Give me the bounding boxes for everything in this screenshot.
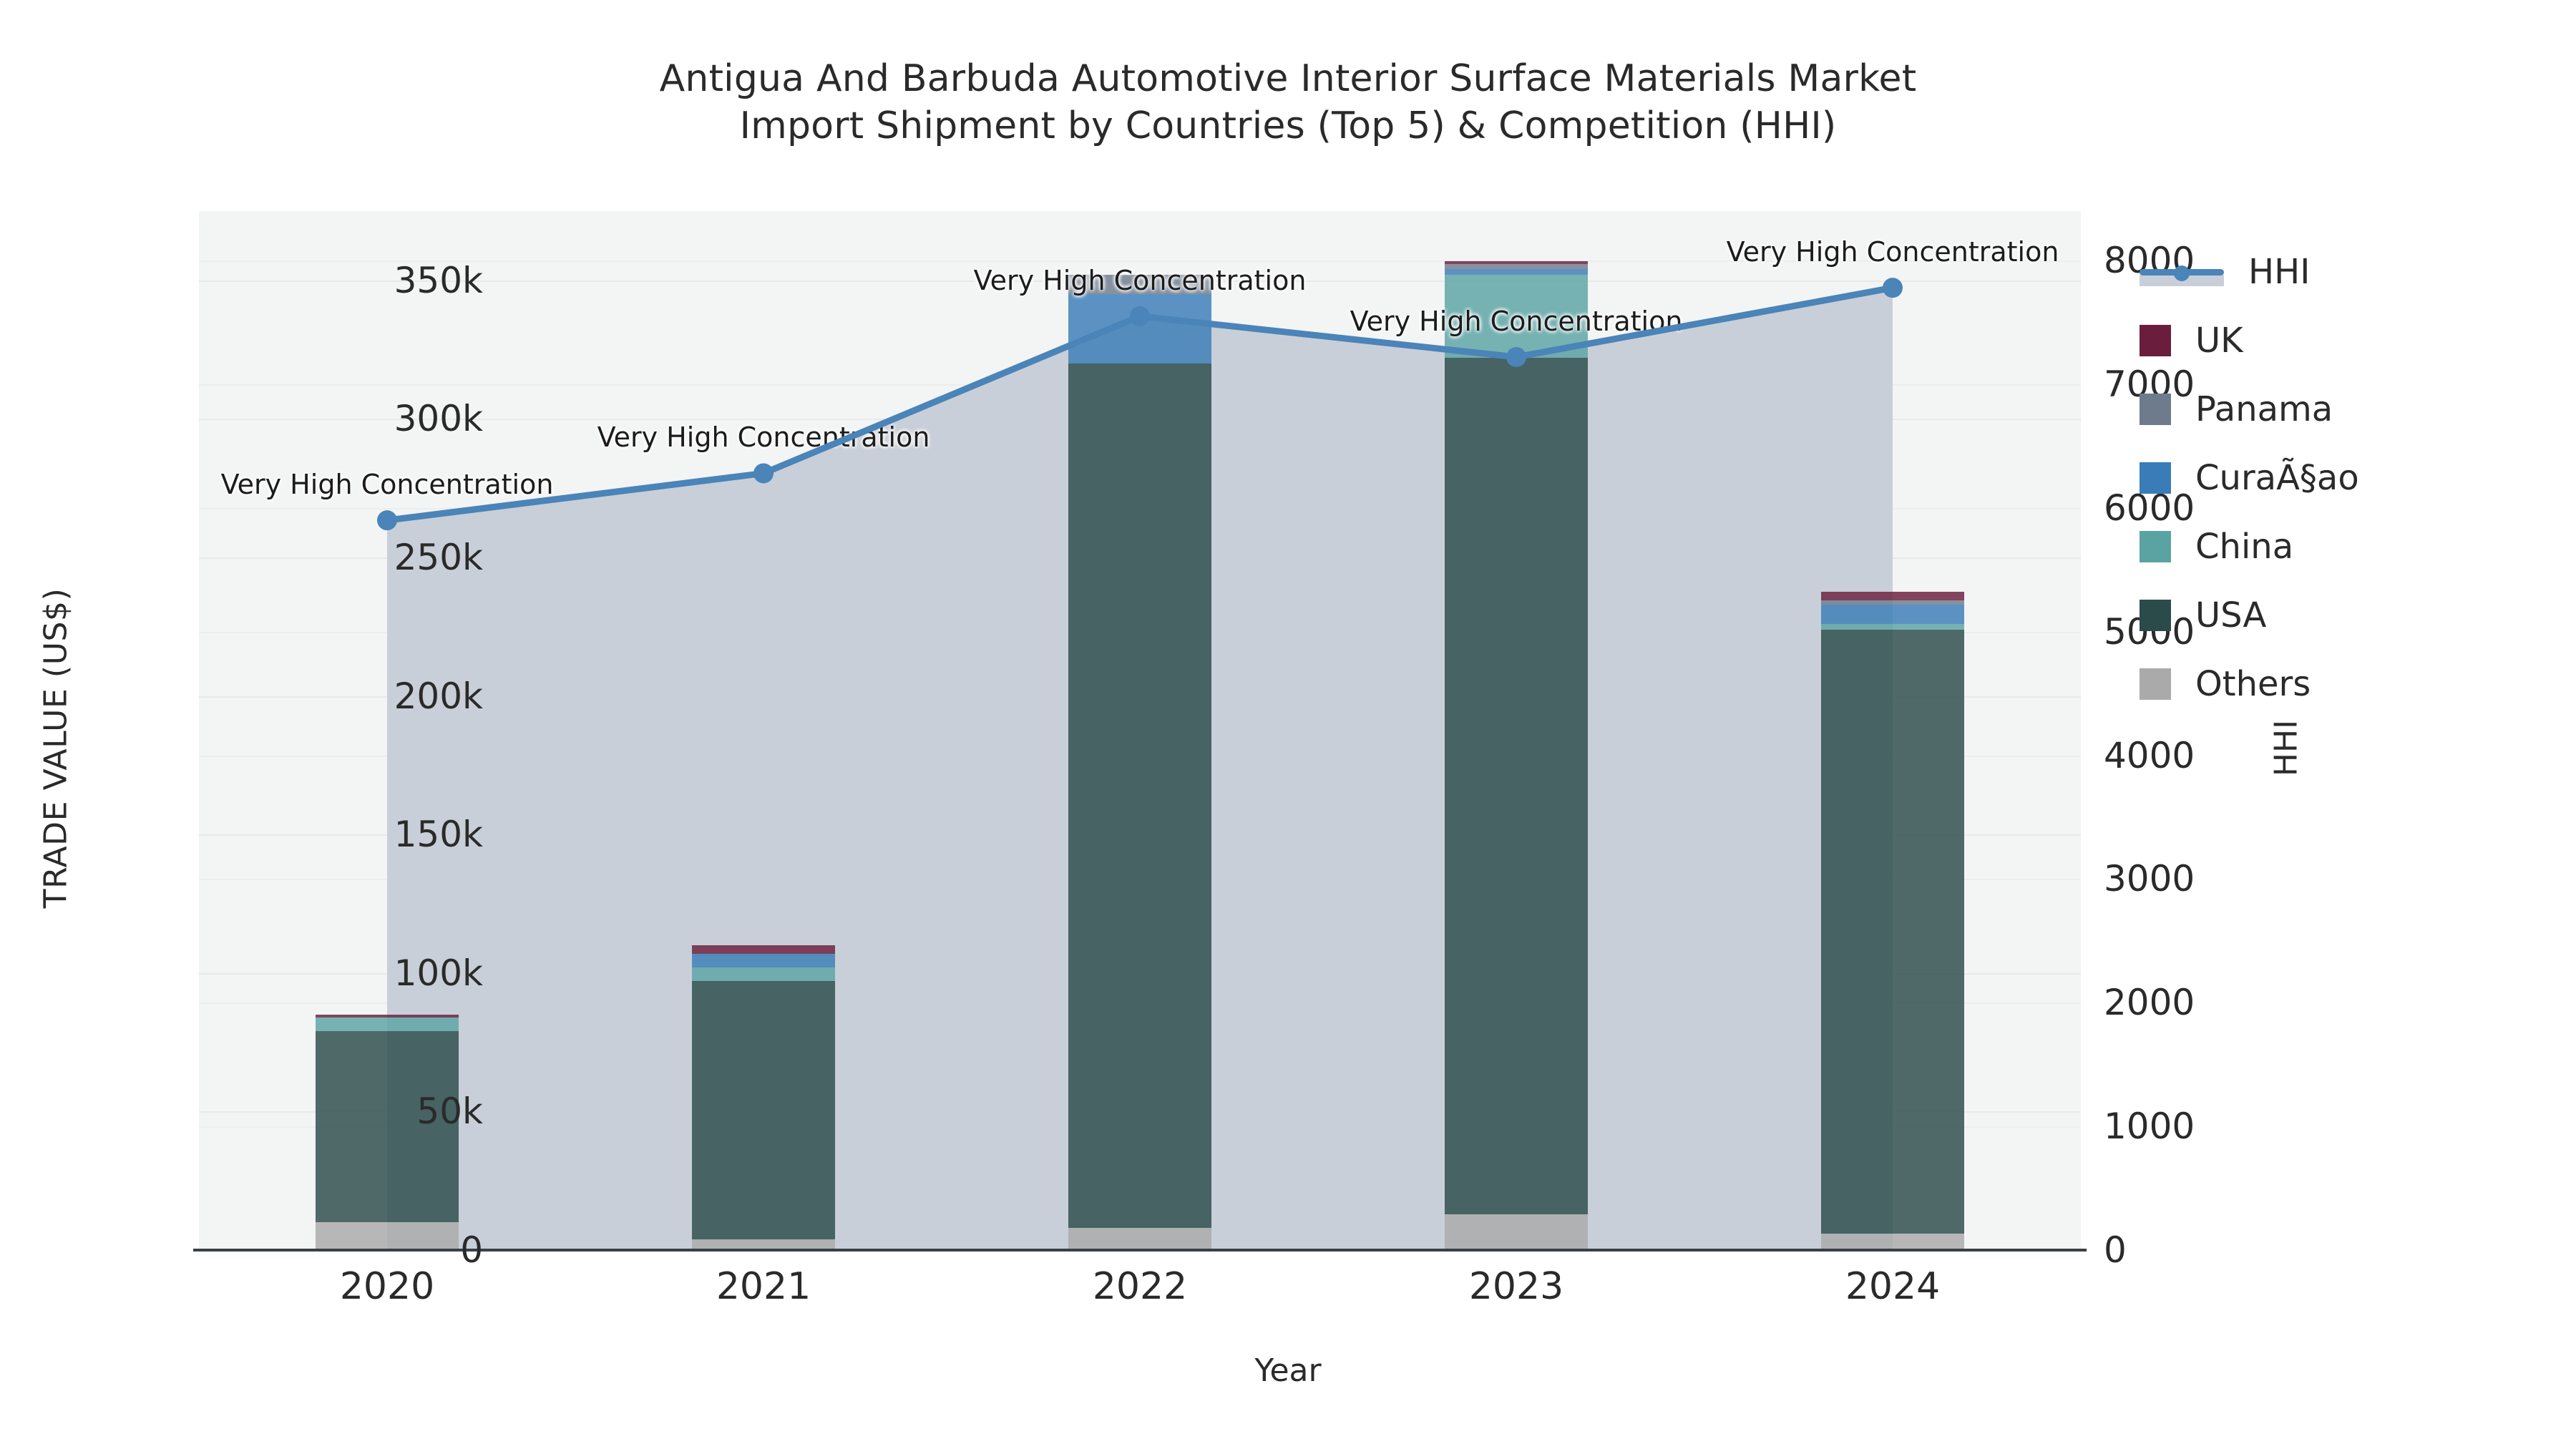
legend-label: HHI: [2248, 252, 2311, 292]
chart-title: Antigua And Barbuda Automotive Interior …: [0, 56, 2576, 150]
bar-segment-uk-2023[interactable]: [1445, 260, 1588, 264]
y-tick-label: 300k: [394, 398, 483, 440]
bar-group-2020[interactable]: [316, 211, 459, 1250]
chart-title-line-1: Antigua And Barbuda Automotive Interior …: [659, 57, 1917, 100]
y-tick-label: 0: [460, 1229, 483, 1271]
legend-label: China: [2195, 527, 2294, 567]
annotation-2023: Very High Concentration: [1350, 305, 1683, 337]
x-tick-label-2023: 2023: [1468, 1265, 1564, 1308]
bar-segment-curaao-2023[interactable]: [1445, 269, 1588, 275]
y-tick-label: 350k: [394, 259, 483, 301]
gridline-right: [199, 260, 2081, 263]
y-tick-label-right: 4000: [2104, 734, 2195, 776]
bar-segment-usa-2022[interactable]: [1068, 363, 1211, 1229]
legend-label: UK: [2195, 321, 2243, 361]
legend-item-usa[interactable]: USA: [2140, 581, 2540, 650]
annotation-2022: Very High Concentration: [973, 264, 1307, 296]
bar-segment-others-2021[interactable]: [692, 1239, 835, 1250]
y-tick-label-right: 3000: [2104, 858, 2195, 900]
chart-title-line-2: Import Shipment by Countries (Top 5) & C…: [739, 104, 1837, 147]
legend-swatch-icon: [2140, 600, 2171, 631]
bar-segment-uk-2024[interactable]: [1821, 592, 1964, 601]
bar-group-2023[interactable]: [1445, 211, 1588, 1250]
bar-segment-others-2020[interactable]: [316, 1222, 459, 1250]
annotation-2024: Very High Concentration: [1726, 236, 2059, 268]
hhi-point-2020[interactable]: [377, 510, 397, 531]
legend-swatch-icon: [2140, 668, 2171, 700]
y-tick-label: 100k: [394, 952, 483, 994]
bar-segment-china-2021[interactable]: [692, 967, 835, 982]
y-tick-label-right: 0: [2104, 1229, 2127, 1271]
legend-swatch-icon: [2140, 325, 2171, 356]
annotation-2020: Very High Concentration: [220, 469, 554, 501]
legend-item-china[interactable]: China: [2140, 512, 2540, 581]
bar-segment-china-2020[interactable]: [316, 1017, 459, 1032]
bar-segment-uk-2020[interactable]: [316, 1014, 459, 1018]
x-tick-label-2020: 2020: [339, 1265, 435, 1308]
bar-segment-curaao-2021[interactable]: [692, 953, 835, 968]
legend-label: USA: [2195, 595, 2267, 635]
hhi-point-2023[interactable]: [1506, 346, 1526, 367]
plot-area: [199, 211, 2081, 1252]
bar-segment-others-2022[interactable]: [1068, 1228, 1211, 1250]
hhi-point-2021[interactable]: [753, 463, 774, 484]
bar-segment-uk-2021[interactable]: [692, 945, 835, 954]
bar-segment-others-2023[interactable]: [1445, 1214, 1588, 1250]
legend-item-uk[interactable]: UK: [2140, 306, 2540, 375]
y-tick-label: 250k: [394, 537, 483, 578]
legend-item-hhi[interactable]: HHI: [2140, 238, 2540, 306]
chart-legend: HHI UK Panama CuraÃ§ao China USA Others: [2140, 238, 2540, 718]
x-tick-label-2022: 2022: [1092, 1265, 1188, 1308]
x-axis-line: [193, 1249, 2087, 1252]
bar-group-2024[interactable]: [1821, 211, 1964, 1250]
hhi-point-2022[interactable]: [1130, 306, 1150, 326]
bar-segment-others-2024[interactable]: [1821, 1233, 1964, 1250]
bar-segment-curaao-2022[interactable]: [1068, 294, 1211, 364]
legend-item-curaao[interactable]: CuraÃ§ao: [2140, 444, 2540, 512]
x-tick-label-2021: 2021: [716, 1265, 811, 1308]
legend-swatch-icon: [2140, 394, 2171, 425]
y-tick-label-right: 6000: [2104, 487, 2195, 529]
bar-segment-usa-2023[interactable]: [1445, 358, 1588, 1214]
x-axis-label: Year: [1254, 1352, 1322, 1389]
y-axis-label-left: TRADE VALUE (US$): [37, 587, 74, 909]
y-tick-label-right: 1000: [2104, 1106, 2195, 1148]
bar-segment-panama-2024[interactable]: [1821, 600, 1964, 605]
y-tick-label-right: 2000: [2104, 982, 2195, 1024]
legend-item-panama[interactable]: Panama: [2140, 375, 2540, 444]
bar-segment-panama-2022[interactable]: [1068, 275, 1211, 295]
y-tick-label: 200k: [394, 675, 483, 717]
bar-segment-china-2024[interactable]: [1821, 623, 1964, 630]
legend-label: Panama: [2195, 389, 2333, 429]
bar-segment-panama-2023[interactable]: [1445, 263, 1588, 270]
y-tick-label: 50k: [416, 1091, 483, 1133]
legend-swatch-icon: [2140, 531, 2171, 562]
hhi-point-2024[interactable]: [1883, 278, 1903, 298]
bar-group-2021[interactable]: [692, 211, 835, 1250]
bar-segment-china-2023[interactable]: [1445, 275, 1588, 358]
bar-segment-usa-2021[interactable]: [692, 981, 835, 1239]
bar-group-2022[interactable]: [1068, 211, 1211, 1250]
legend-swatch-icon: [2140, 462, 2171, 494]
y-tick-label: 150k: [394, 814, 483, 856]
bar-segment-usa-2020[interactable]: [316, 1031, 459, 1223]
hhi-line-layer: [377, 278, 1903, 531]
x-tick-label-2024: 2024: [1845, 1265, 1941, 1308]
legend-label: CuraÃ§ao: [2195, 458, 2359, 498]
legend-item-others[interactable]: Others: [2140, 650, 2540, 718]
legend-label: Others: [2195, 664, 2311, 704]
bar-segment-curaao-2024[interactable]: [1821, 604, 1964, 624]
legend-line-marker-icon: [2140, 256, 2224, 288]
bar-segment-usa-2024[interactable]: [1821, 629, 1964, 1234]
